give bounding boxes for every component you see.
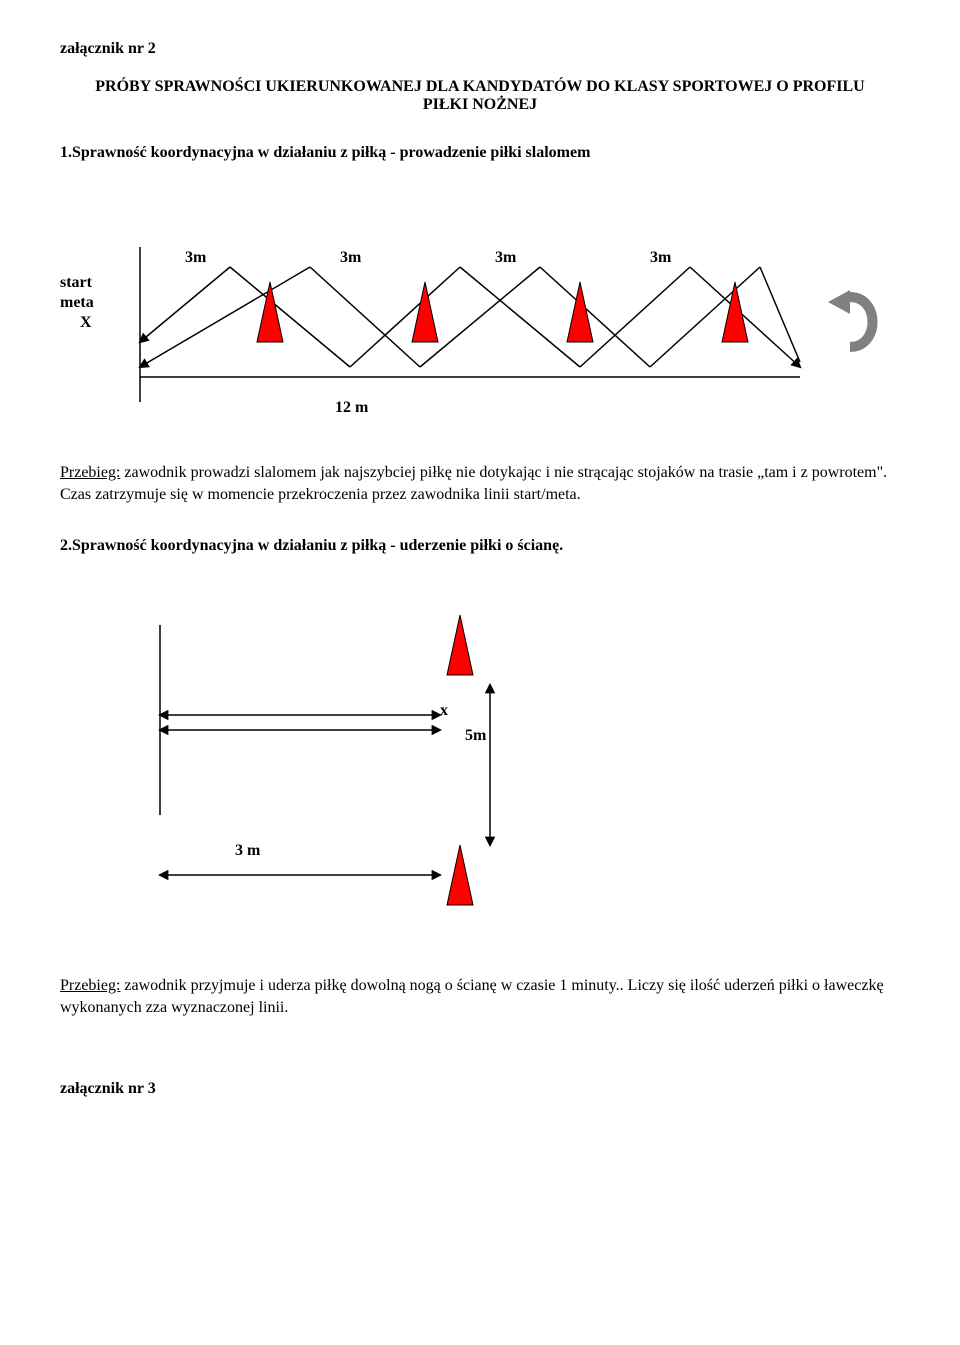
dist-label-2: 3m: [495, 249, 517, 266]
dist-label-0: 3m: [185, 249, 207, 266]
ret-2b: [540, 267, 650, 367]
cone-icon: [447, 615, 473, 675]
desc2-prefix: Przebieg:: [60, 977, 120, 994]
cone-icon: [447, 845, 473, 905]
ret-1b: [310, 267, 420, 367]
figure1-slalom: start meta X 3m 3m 3m 3m 12 m: [60, 202, 900, 422]
main-title-block: PRÓBY SPRAWNOŚCI UKIERUNKOWANEJ DLA KAND…: [60, 78, 900, 114]
cone-icon: [722, 282, 748, 342]
desc2-body: zawodnik przyjmuje i uderza piłkę dowoln…: [60, 977, 884, 1016]
dist-label-1: 3m: [340, 249, 362, 266]
zig-3a: [580, 267, 690, 367]
cone-icon: [257, 282, 283, 342]
desc1-body: zawodnik prowadzi slalomem jak najszybci…: [60, 464, 887, 503]
zig-1b: [230, 267, 350, 367]
desc2: Przebieg: zawodnik przyjmuje i uderza pi…: [60, 975, 900, 1020]
dist-5m-label: 5m: [465, 727, 487, 744]
start-label: start: [60, 274, 93, 291]
ret-3a: [650, 267, 760, 367]
attachment-bottom-label: załącznik nr 3: [60, 1080, 900, 1098]
total-dist-label: 12 m: [335, 399, 369, 416]
main-title-line1: PRÓBY SPRAWNOŚCI UKIERUNKOWANEJ DLA KAND…: [60, 78, 900, 96]
attachment-top-label: załącznik nr 2: [60, 40, 900, 58]
dist-3m-label: 3 m: [235, 842, 261, 859]
player-x-label: x: [440, 702, 448, 719]
ret-1a: [140, 267, 310, 367]
desc1-prefix: Przebieg:: [60, 464, 120, 481]
section1-title: 1.Sprawność koordynacyjna w działaniu z …: [60, 144, 900, 162]
main-title-line2: PIŁKI NOŻNEJ: [60, 96, 900, 114]
meta-label: meta: [60, 294, 94, 311]
desc1: Przebieg: zawodnik prowadzi slalomem jak…: [60, 462, 900, 507]
ret-3b: [760, 267, 800, 362]
turn-arrow-icon: [850, 297, 873, 347]
zig-2a: [350, 267, 460, 367]
start-x-label: X: [80, 314, 92, 331]
ret-2a: [420, 267, 540, 367]
zig-1a: [140, 267, 230, 342]
figure2-wall: x 5m 3 m: [60, 595, 900, 935]
zig-3b: [690, 267, 800, 367]
section2-title: 2.Sprawność koordynacyjna w działaniu z …: [60, 537, 900, 555]
zig-2b: [460, 267, 580, 367]
dist-label-3: 3m: [650, 249, 672, 266]
turn-arrow-head-icon: [828, 290, 850, 314]
